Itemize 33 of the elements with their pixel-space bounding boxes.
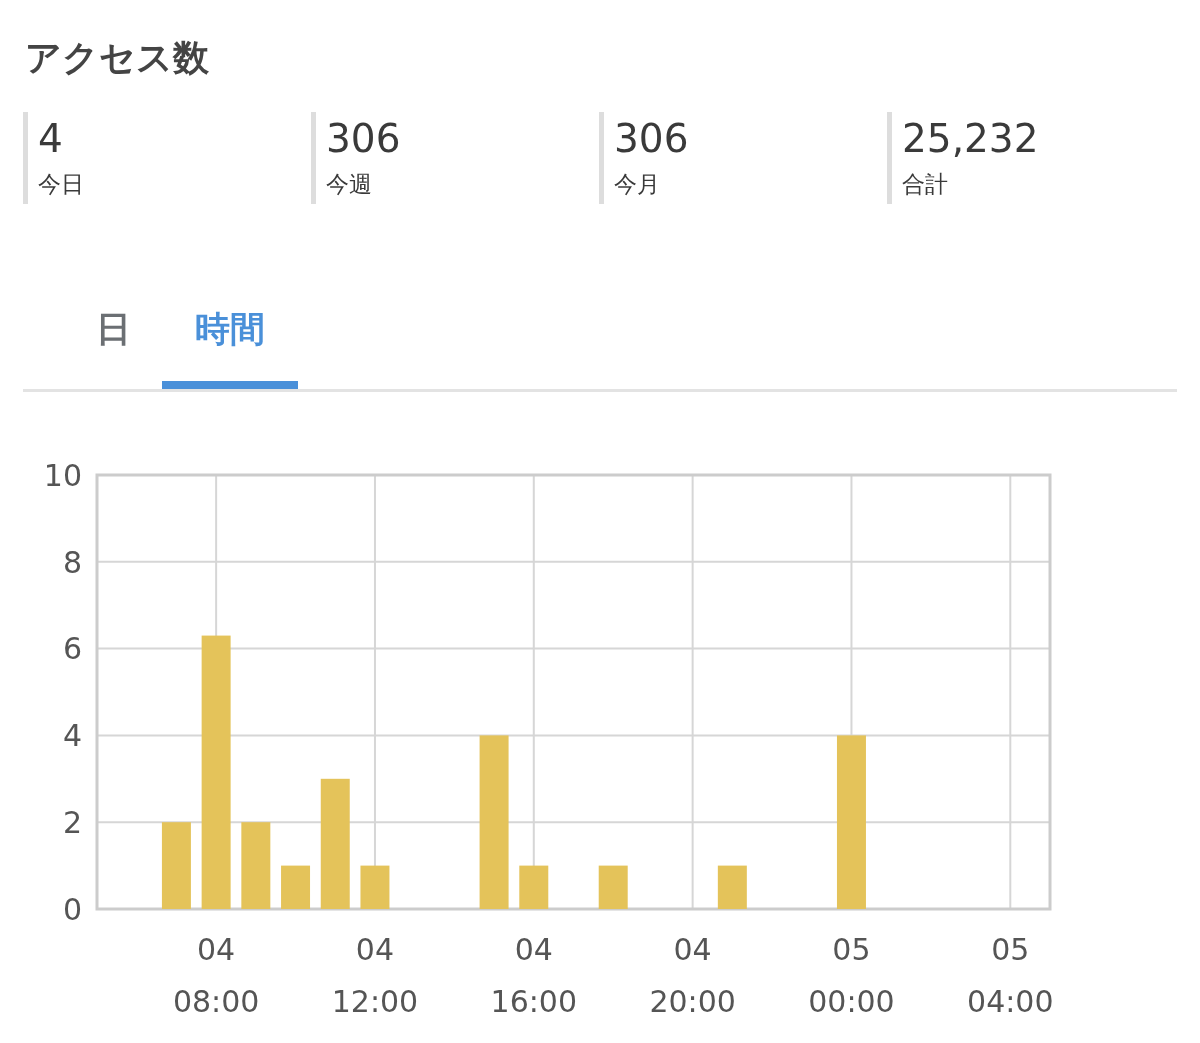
x-tick-label: 05 04:00	[967, 932, 1054, 1019]
text: 今週	[326, 171, 372, 197]
text: 今日	[38, 171, 84, 197]
bar	[519, 865, 549, 909]
bar	[360, 865, 390, 909]
text: 306	[326, 116, 401, 161]
y-tick-label: 8	[62, 544, 82, 580]
text: 今月	[614, 171, 660, 197]
bar	[836, 735, 866, 909]
y-tick-label: 6	[62, 631, 82, 667]
bar	[241, 822, 271, 909]
y-tick-label: 2	[62, 805, 82, 840]
text: 時間	[195, 309, 265, 349]
x-tick-label: 05 00:00	[808, 932, 895, 1019]
y-tick-label: 10	[43, 457, 82, 493]
x-tick-label: 04 12:00	[331, 932, 419, 1019]
text: 306	[614, 116, 689, 161]
x-tick-label: 04 08:00	[172, 932, 260, 1019]
x-tick-label: 04 16:00	[490, 932, 578, 1019]
text: 日	[95, 309, 131, 349]
bar	[320, 778, 350, 909]
text: 合計	[902, 171, 948, 197]
bar	[281, 865, 311, 909]
bar	[717, 865, 747, 909]
bar	[479, 735, 509, 909]
bar	[161, 822, 191, 909]
bar	[598, 865, 628, 909]
x-tick-label: 04 20:00	[649, 932, 736, 1019]
text: 25,232	[902, 116, 1039, 161]
y-tick-label: 4	[62, 718, 82, 754]
bar	[201, 635, 231, 909]
y-tick-label: 0	[62, 891, 82, 927]
text: アクセス数	[25, 37, 210, 78]
